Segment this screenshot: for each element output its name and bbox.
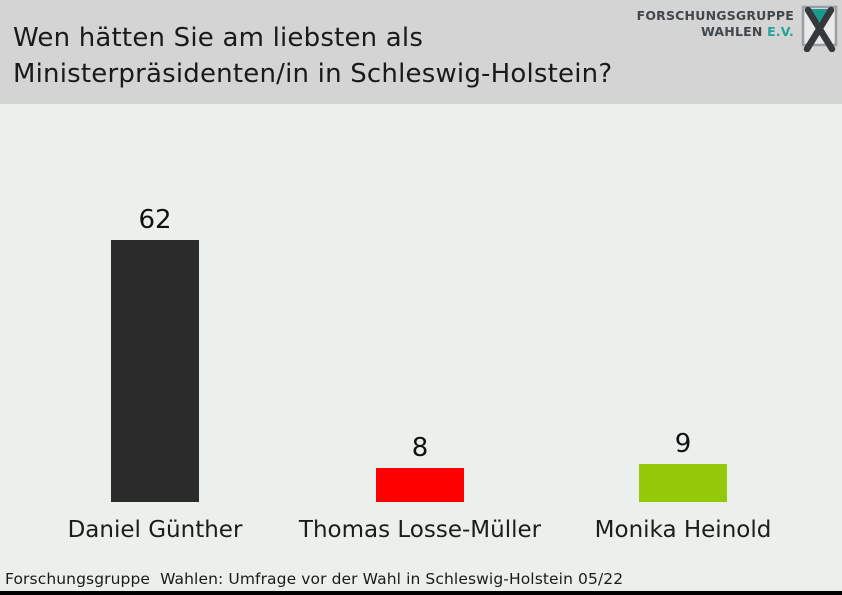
bar-daniel-gunther <box>111 240 199 502</box>
page-title: Wen hätten Sie am liebsten als Ministerpr… <box>13 20 612 92</box>
page-title-line2: Ministerpräsidenten/in in Schleswig-Hols… <box>13 59 613 89</box>
logo-ev-label: E.V. <box>767 24 794 39</box>
value-label-monika-heinold: 9 <box>674 429 692 459</box>
bar-monika-heinold <box>639 464 727 502</box>
page-title-line1: Wen hätten Sie am liebsten als <box>13 23 424 53</box>
category-label-monika-heinold: Monika Heinold <box>594 517 772 543</box>
bar-chart: 62 Daniel Günther 8 Thomas Losse-Müller 9 Mon… <box>0 104 842 595</box>
source-note: Forschungsgruppe Wahlen: Umfrage vor der… <box>5 570 624 588</box>
category-label-daniel-gunther: Daniel Günther <box>67 517 243 543</box>
header: Wen hätten Sie am liebsten als Ministerpr… <box>0 0 842 104</box>
fgw-logo-text: FORSCHUNGSGRUPPE WAHLEN E.V. <box>637 8 794 40</box>
logo-text-line2: WAHLEN E.V. <box>701 24 794 39</box>
value-label-thomas-losse-muller: 8 <box>411 433 429 463</box>
logo-text-line1: FORSCHUNGSGRUPPE <box>636 8 794 23</box>
category-label-thomas-losse-muller: Thomas Losse-Müller <box>298 517 542 543</box>
ballot-cross-icon <box>801 5 838 52</box>
fgw-logo: FORSCHUNGSGRUPPE WAHLEN E.V. <box>637 4 840 52</box>
value-label-daniel-gunther: 62 <box>138 205 172 235</box>
bar-thomas-losse-muller <box>376 468 464 502</box>
bottom-bar <box>0 591 842 595</box>
